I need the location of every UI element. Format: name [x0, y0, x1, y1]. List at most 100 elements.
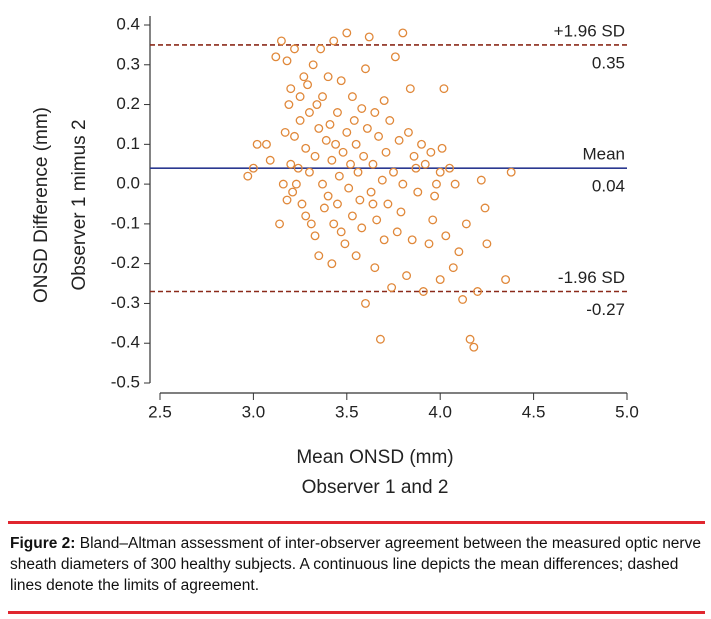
- reference-value: 0.04: [592, 177, 625, 196]
- point: [301, 143, 311, 153]
- point: [439, 84, 449, 94]
- point: [346, 159, 355, 169]
- point: [297, 199, 307, 209]
- point: [473, 287, 483, 296]
- point: [280, 127, 290, 137]
- point: [448, 263, 458, 273]
- point: [333, 199, 342, 209]
- rule: [8, 521, 705, 524]
- point: [286, 159, 296, 169]
- point: [362, 123, 372, 133]
- point: [351, 251, 361, 261]
- point: [342, 28, 352, 38]
- point: [290, 44, 299, 54]
- caption-label: Figure 2:: [10, 535, 76, 552]
- point: [284, 100, 294, 110]
- chart: ONSD Difference (mm) Observer 1 mimus 2 …: [31, 14, 639, 498]
- point: [299, 72, 309, 82]
- point: [359, 151, 369, 161]
- point: [318, 92, 327, 102]
- point: [441, 231, 451, 241]
- point: [375, 334, 385, 344]
- point: [409, 151, 419, 161]
- point: [340, 239, 350, 249]
- point: [469, 342, 479, 352]
- x-axis-title: Mean ONSD (mm): [296, 447, 453, 468]
- point: [458, 295, 468, 304]
- point: [465, 334, 475, 344]
- point: [291, 179, 301, 189]
- point: [435, 167, 445, 177]
- point: [327, 259, 337, 269]
- point: [290, 131, 299, 141]
- point: [347, 92, 357, 102]
- y-tick-label: 0.2: [116, 94, 140, 113]
- point: [308, 60, 318, 70]
- point: [420, 159, 430, 169]
- point: [370, 263, 380, 273]
- y-tick-label: 0.1: [116, 134, 140, 153]
- point: [357, 104, 367, 113]
- point: [417, 139, 426, 149]
- point: [248, 163, 258, 173]
- point: [392, 227, 402, 237]
- point: [327, 155, 337, 165]
- point: [394, 135, 404, 145]
- y-tick-label: 0.4: [116, 14, 140, 33]
- point: [413, 187, 423, 197]
- caption-text: Bland–Altman assessment of inter-observe…: [10, 535, 701, 594]
- point: [331, 139, 341, 149]
- point: [334, 171, 344, 181]
- y-axis-title: ONSD Difference (mm): [31, 107, 52, 303]
- point: [403, 127, 413, 137]
- point: [374, 131, 384, 141]
- point: [368, 159, 378, 169]
- point: [271, 52, 281, 62]
- point: [353, 167, 363, 177]
- point: [506, 167, 516, 177]
- point: [355, 195, 365, 205]
- y-tick-label: -0.3: [111, 293, 140, 312]
- point: [310, 151, 320, 161]
- point: [424, 239, 434, 249]
- x-tick-label: 5.0: [615, 402, 639, 421]
- point: [377, 175, 387, 185]
- point: [435, 275, 445, 285]
- point: [476, 175, 486, 185]
- point: [379, 96, 389, 106]
- x-tick-label: 3.5: [335, 402, 359, 421]
- point: [385, 116, 395, 125]
- point: [383, 199, 393, 209]
- point: [426, 147, 436, 157]
- point: [390, 52, 400, 62]
- reference-value: -0.27: [586, 300, 625, 319]
- point: [329, 219, 339, 229]
- point: [304, 108, 314, 117]
- x-tick-label: 4.5: [522, 402, 546, 421]
- point: [262, 139, 271, 149]
- point: [295, 116, 305, 125]
- point: [405, 84, 415, 94]
- point: [338, 147, 348, 157]
- point: [387, 283, 397, 292]
- reference-name: Mean: [582, 145, 625, 164]
- point: [243, 171, 253, 181]
- point: [461, 219, 471, 229]
- point: [445, 163, 454, 173]
- point: [336, 76, 346, 86]
- point: [398, 179, 408, 189]
- point: [361, 64, 370, 74]
- point: [342, 127, 352, 137]
- x-tick-label: 3.0: [242, 402, 266, 421]
- y-tick-label: -0.4: [111, 333, 140, 352]
- point: [314, 251, 324, 261]
- point: [329, 36, 339, 46]
- y-axis-subtitle: Observer 1 mimus 2: [69, 119, 90, 290]
- point: [370, 108, 380, 117]
- point: [357, 223, 367, 233]
- point: [286, 84, 296, 94]
- point: [276, 36, 286, 46]
- point: [321, 135, 331, 145]
- reference-name: +1.96 SD: [554, 21, 625, 40]
- point: [411, 163, 421, 173]
